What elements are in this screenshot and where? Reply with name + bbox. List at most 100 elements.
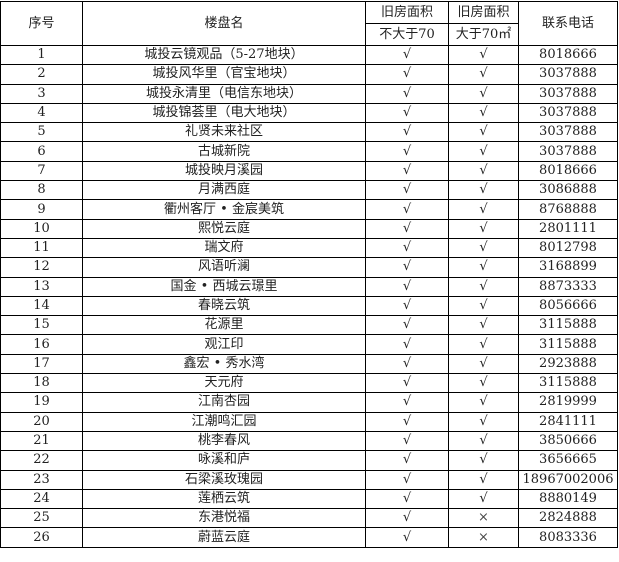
table-row: 18 天元府 √ √ 3115888 (0, 373, 618, 394)
cell-name: 江南杏园 (82, 392, 366, 413)
cell-phone: 3115888 (518, 373, 618, 394)
cell-name: 花源里 (82, 315, 366, 336)
cell-index: 21 (0, 430, 83, 452)
table-row: 26 蔚蓝云庭 √ × 8083336 (0, 527, 618, 548)
cell-area-small: √ (365, 353, 449, 375)
cell-area-large: √ (448, 315, 519, 336)
cell-phone: 2923888 (518, 353, 618, 375)
cell-index: 23 (0, 469, 83, 490)
cell-name: 天元府 (82, 373, 366, 394)
cell-name: 风语听澜 (82, 257, 366, 278)
table-row: 1 城投云镜观品（5-27地块） √ √ 8018666 (0, 44, 618, 66)
cell-index: 12 (0, 257, 83, 278)
table-row: 14 春晓云筑 √ √ 8056666 (0, 295, 618, 317)
cell-area-small: √ (365, 83, 449, 104)
cell-index: 26 (0, 527, 83, 548)
header-area-small-top: 旧房面积 (365, 1, 449, 24)
cell-area-small: √ (365, 411, 449, 432)
header-index: 序号 (0, 1, 83, 46)
cell-name: 东港悦福 (82, 508, 366, 529)
table-row: 7 城投映月溪园 √ √ 8018666 (0, 160, 618, 182)
table-row: 9 衢州客厅 • 金宸美筑 √ √ 8768888 (0, 199, 618, 220)
cell-name: 鑫宏 • 秀水湾 (82, 353, 366, 375)
cell-index: 6 (0, 141, 83, 162)
cell-phone: 8873333 (518, 276, 618, 297)
cell-area-large: √ (448, 122, 519, 143)
cell-phone: 8768888 (518, 199, 618, 220)
cell-index: 22 (0, 450, 83, 471)
cell-index: 1 (0, 44, 83, 66)
cell-index: 20 (0, 411, 83, 432)
cell-area-large: √ (448, 237, 519, 259)
cell-name: 城投云镜观品（5-27地块） (82, 44, 366, 66)
cell-area-large: √ (448, 180, 519, 201)
cell-area-small: √ (365, 527, 449, 548)
cell-area-large: √ (448, 44, 519, 66)
cell-area-large: × (448, 508, 519, 529)
cell-area-small: √ (365, 64, 449, 85)
cell-area-small: √ (365, 373, 449, 394)
cell-area-small: √ (365, 315, 449, 336)
table-row: 17 鑫宏 • 秀水湾 √ √ 2923888 (0, 353, 618, 375)
cell-name: 城投锦荟里（电大地块） (82, 102, 366, 124)
cell-area-small: √ (365, 392, 449, 413)
table-row: 25 东港悦福 √ × 2824888 (0, 508, 618, 529)
cell-area-large: √ (448, 102, 519, 124)
cell-name: 城投永清里（电信东地块） (82, 83, 366, 104)
cell-area-small: √ (365, 334, 449, 355)
cell-name: 月满西庭 (82, 180, 366, 201)
cell-area-small: √ (365, 257, 449, 278)
table-row: 2 城投风华里（官宝地块） √ √ 3037888 (0, 64, 618, 85)
table-row: 8 月满西庭 √ √ 3086888 (0, 180, 618, 201)
cell-area-small: √ (365, 199, 449, 220)
cell-area-large: × (448, 527, 519, 548)
cell-index: 5 (0, 122, 83, 143)
cell-phone: 3168899 (518, 257, 618, 278)
cell-phone: 3037888 (518, 122, 618, 143)
cell-index: 2 (0, 64, 83, 85)
cell-name: 观江印 (82, 334, 366, 355)
cell-phone: 8018666 (518, 160, 618, 182)
cell-area-large: √ (448, 218, 519, 239)
cell-area-small: √ (365, 469, 449, 490)
table-row: 6 古城新院 √ √ 3037888 (0, 141, 618, 162)
cell-area-large: √ (448, 64, 519, 85)
cell-area-large: √ (448, 295, 519, 317)
header-area-large-bottom: 大于70㎡ (448, 23, 519, 46)
cell-area-large: √ (448, 392, 519, 413)
cell-name: 咏溪和庐 (82, 450, 366, 471)
cell-phone: 2824888 (518, 508, 618, 529)
cell-phone: 2801111 (518, 218, 618, 239)
cell-area-small: √ (365, 295, 449, 317)
cell-name: 城投风华里（官宝地块） (82, 64, 366, 85)
cell-area-small: √ (365, 488, 449, 510)
cell-area-small: √ (365, 276, 449, 297)
header-name: 楼盘名 (82, 1, 366, 46)
cell-phone: 3656665 (518, 450, 618, 471)
cell-area-large: √ (448, 276, 519, 297)
cell-phone: 3037888 (518, 83, 618, 104)
cell-index: 4 (0, 102, 83, 124)
cell-area-small: √ (365, 237, 449, 259)
cell-index: 3 (0, 83, 83, 104)
cell-area-large: √ (448, 257, 519, 278)
cell-phone: 2819999 (518, 392, 618, 413)
cell-index: 10 (0, 218, 83, 239)
cell-area-small: √ (365, 44, 449, 66)
cell-phone: 3037888 (518, 141, 618, 162)
cell-area-small: √ (365, 450, 449, 471)
table-row: 21 桃李春风 √ √ 3850666 (0, 430, 618, 452)
table-row: 16 观江印 √ √ 3115888 (0, 334, 618, 355)
table-row: 24 莲栖云筑 √ √ 8880149 (0, 488, 618, 510)
table-row: 4 城投锦荟里（电大地块） √ √ 3037888 (0, 102, 618, 124)
cell-area-large: √ (448, 450, 519, 471)
cell-index: 14 (0, 295, 83, 317)
cell-phone: 3037888 (518, 102, 618, 124)
cell-area-small: √ (365, 102, 449, 124)
cell-area-large: √ (448, 373, 519, 394)
cell-name: 桃李春风 (82, 430, 366, 452)
cell-area-large: √ (448, 334, 519, 355)
cell-index: 7 (0, 160, 83, 182)
cell-index: 9 (0, 199, 83, 220)
cell-index: 16 (0, 334, 83, 355)
